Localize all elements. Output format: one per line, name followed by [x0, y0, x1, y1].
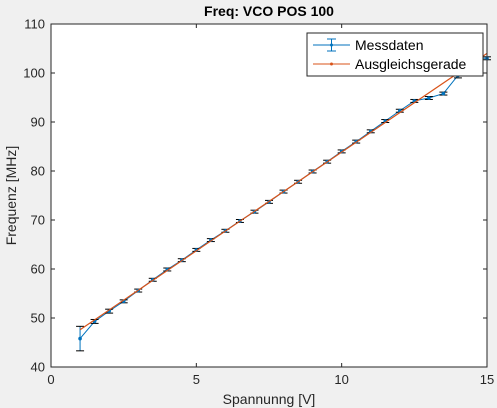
y-axis-title: Frequenz [MHz] [3, 146, 19, 246]
x-tick-label: 5 [193, 372, 200, 387]
messdaten-point [76, 325, 85, 352]
legend-label-ausgleichsgerade: Ausgleichsgerade [355, 56, 467, 72]
legend-box [306, 32, 484, 77]
y-tick-label: 80 [31, 164, 45, 179]
plot-area [51, 24, 487, 367]
data-point [78, 336, 82, 341]
legend-symbol-messdaten [313, 38, 350, 52]
ticks-layer: 0 5 10 15 40 50 60 70 80 90 100 110 [23, 17, 494, 388]
y-tick-label: 60 [31, 262, 45, 277]
legend-label-messdaten: Messdaten [355, 37, 423, 53]
x-tick-label: 15 [480, 372, 494, 387]
legend-symbol-ausgleichsgerade [313, 62, 350, 66]
x-tick-label: 0 [47, 372, 54, 387]
data-point [441, 91, 446, 96]
ausgleichsgerade-line [79, 52, 488, 331]
chart-title: Freq: VCO POS 100 [204, 3, 334, 19]
y-tick-label: 70 [31, 213, 45, 228]
y-tick-label: 110 [24, 17, 45, 32]
messdaten-point [439, 91, 448, 96]
x-tick-label: 10 [334, 372, 348, 387]
y-tick-label: 90 [31, 115, 45, 130]
messdaten-point [424, 96, 433, 100]
x-axis-title: Spannunng [V] [223, 391, 316, 407]
data-point [427, 96, 431, 100]
y-tick-label: 100 [23, 66, 45, 81]
axes-box [50, 23, 488, 368]
y-tick-label: 40 [31, 360, 45, 375]
legend: Messdaten Ausgleichsgerade [306, 32, 484, 77]
y-tick-label: 50 [31, 311, 45, 326]
